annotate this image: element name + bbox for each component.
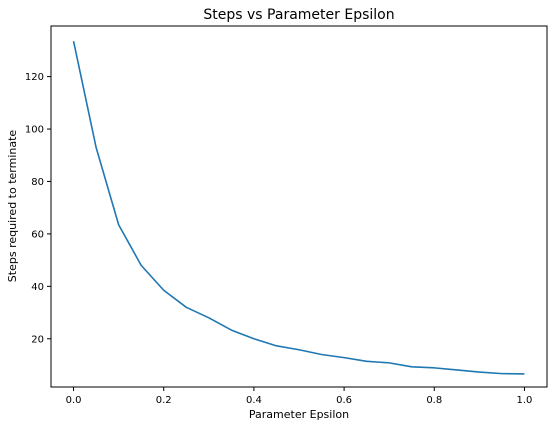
chart-title: Steps vs Parameter Epsilon: [203, 7, 394, 23]
y-tick-label: 20: [31, 334, 44, 345]
series-line-steps: [72, 41, 525, 375]
x-tick-label: 0.8: [426, 395, 442, 406]
y-tick-label: 100: [25, 125, 44, 136]
x-axis-label: Parameter Epsilon: [249, 408, 349, 421]
axis-ticks: 0.0 0.2 0.4 0.6 0.8 1.0 20 40 60 80 100 120: [25, 72, 533, 406]
y-axis-label: Steps required to terminate: [6, 130, 19, 283]
x-tick-label: 1.0: [517, 395, 533, 406]
y-tick-label: 40: [31, 282, 44, 293]
x-tick-label: 0.0: [66, 395, 82, 406]
x-tick-label: 0.6: [336, 395, 352, 406]
x-tick-label: 0.2: [156, 395, 172, 406]
y-tick-label: 60: [31, 229, 44, 240]
y-tick-label: 120: [25, 72, 44, 83]
data-series: [72, 41, 525, 375]
plot-area-frame: [50, 25, 548, 388]
y-tick-label: 80: [31, 177, 44, 188]
x-tick-label: 0.4: [246, 395, 262, 406]
